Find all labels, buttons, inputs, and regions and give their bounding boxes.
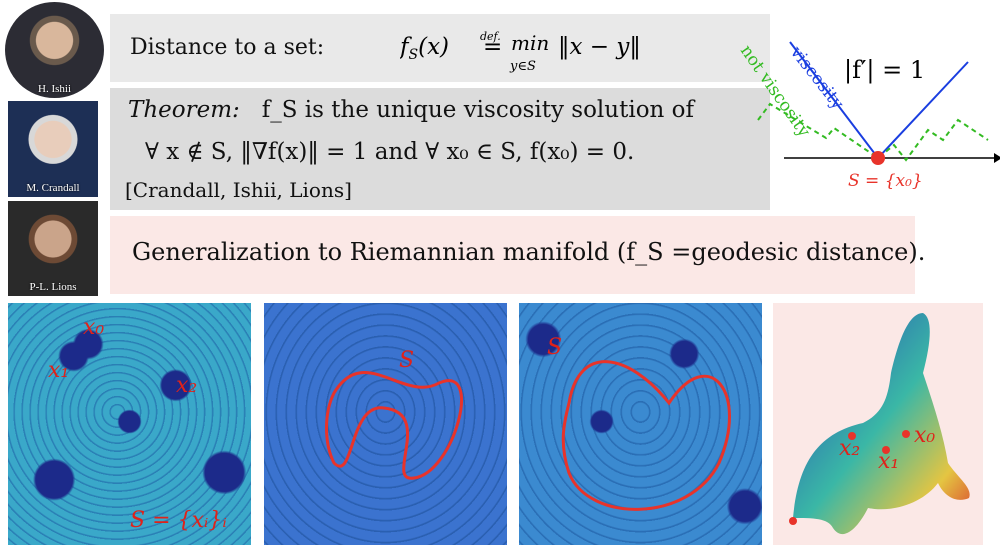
point-x0 <box>902 430 910 438</box>
label-x1: x₁ <box>48 358 70 383</box>
svg-text:y∈S: y∈S <box>509 59 536 74</box>
label-s: S <box>399 348 415 373</box>
not-viscosity-curve <box>757 102 989 162</box>
curve-set <box>325 371 463 480</box>
curve-set <box>561 360 731 511</box>
distance-map-curve-points: S <box>519 303 762 545</box>
theorem-title: Theorem: <box>128 97 240 123</box>
photo-ishii: H. Ishii <box>5 2 104 98</box>
svg-text:def.: def. <box>480 30 501 43</box>
distance-map-points: x₀ x₁ x₂ S = {xᵢ}ᵢ <box>8 303 251 545</box>
label-x2: x₂ <box>839 436 861 461</box>
elephant-svg <box>789 313 970 535</box>
theorem-line2: ∀ x ∉ S, ‖∇f(x)‖ = 1 and ∀ x₀ ∈ S, f(x₀)… <box>145 139 635 165</box>
theorem-citation: [Crandall, Ishii, Lions] <box>125 178 352 202</box>
distance-label: Distance to a set: <box>130 35 325 60</box>
svg-text:=: = <box>483 34 502 60</box>
theorem-statement: f_S is the unique viscosity solution of <box>261 97 695 123</box>
viscosity-diagram: |f′| = 1 viscosity not viscosity S = {x₀… <box>736 41 1000 191</box>
point-x2 <box>848 432 856 440</box>
point-x3 <box>789 517 797 525</box>
photo-caption: P-L. Lions <box>29 281 77 293</box>
svg-text:‖x − y‖: ‖x − y‖ <box>558 34 641 60</box>
elephant-shape <box>793 313 970 535</box>
distance-formula: fS(x) def. = min y∈S ‖x − y‖ <box>398 28 660 84</box>
curve-svg <box>561 360 731 511</box>
set-label: S = {x₀} <box>848 171 923 191</box>
generalization-box <box>110 216 915 294</box>
point-x0 <box>871 151 885 165</box>
theorem-line1: Theorem: f_S is the unique viscosity sol… <box>128 97 694 123</box>
svg-text:fS(x): fS(x) <box>400 34 449 63</box>
label-x0: x₀ <box>83 315 105 340</box>
point-x1 <box>882 446 890 454</box>
label-x0: x₀ <box>914 423 936 448</box>
distance-box <box>110 14 770 82</box>
label-x1: x₁ <box>878 449 900 474</box>
label-s: S <box>547 335 563 360</box>
svg-text:min: min <box>511 31 549 55</box>
photo-crandall: M. Crandall <box>8 101 98 197</box>
label-set: S = {xᵢ}ᵢ <box>130 508 227 533</box>
theorem-box <box>110 88 770 210</box>
photo-lions: P-L. Lions <box>8 201 98 296</box>
photo-caption: H. Ishii <box>38 83 71 95</box>
photo-caption: M. Crandall <box>26 182 80 194</box>
elephant-geodesic: x₂ x₁ x₀ <box>773 303 983 545</box>
distance-formula-svg: fS(x) def. = min y∈S ‖x − y‖ <box>398 30 641 74</box>
distance-map-curve: S <box>264 303 507 545</box>
axis-arrow <box>994 153 1000 163</box>
diagram-eq: |f′| = 1 <box>844 56 925 85</box>
label-x2: x₂ <box>176 373 198 398</box>
generalization-text: Generalization to Riemannian manifold (f… <box>132 238 926 266</box>
curve-svg <box>325 371 463 480</box>
